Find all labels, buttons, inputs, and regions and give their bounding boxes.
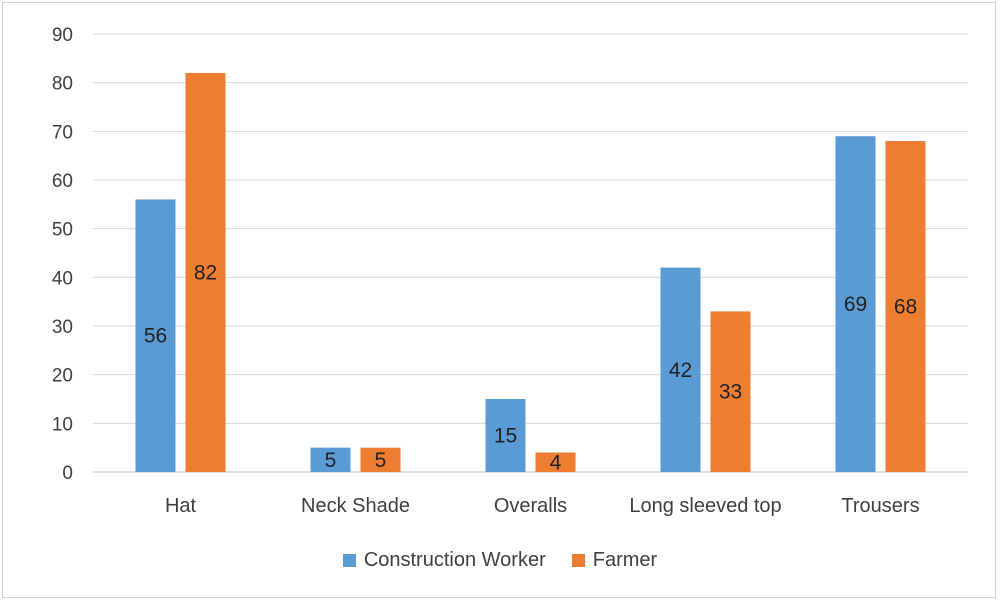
x-tick-label: Hat	[165, 495, 197, 517]
data-label: 15	[494, 425, 517, 448]
data-label: 68	[894, 296, 917, 319]
legend-item-farmer: Farmer	[571, 548, 658, 572]
bar	[185, 72, 226, 472]
x-tick-label: Neck Shade	[301, 495, 410, 517]
bar	[310, 447, 351, 472]
bar	[135, 199, 176, 472]
legend-label-farmer: Farmer	[592, 548, 658, 571]
legend: Construction Worker Farmer	[0, 545, 1000, 575]
y-tick-label: 40	[52, 268, 73, 289]
x-tick-label: Trousers	[841, 495, 919, 517]
data-label: 4	[550, 451, 562, 474]
bar	[660, 267, 701, 472]
y-tick-label: 10	[52, 414, 73, 435]
data-label: 82	[194, 261, 217, 284]
legend-item-construction-worker: Construction Worker	[342, 548, 546, 572]
y-tick-label: 90	[52, 25, 73, 46]
bars: 56 82 5 5 15 4 42 33 69 68	[135, 72, 926, 474]
y-tick-label: 70	[52, 122, 73, 143]
y-tick-label: 30	[52, 317, 73, 338]
y-tick-label: 50	[52, 220, 73, 241]
bar	[885, 141, 926, 473]
bar	[360, 447, 401, 472]
y-tick-label: 0	[62, 463, 73, 484]
data-label: 42	[669, 359, 692, 382]
data-label: 33	[719, 381, 742, 404]
legend-label-construction-worker: Construction Worker	[363, 548, 546, 571]
x-tick-label: Overalls	[494, 495, 567, 517]
y-tick-label: 80	[52, 74, 73, 95]
y-tick-label: 60	[52, 171, 73, 192]
y-tick-label: 20	[52, 366, 73, 387]
bar	[485, 399, 526, 472]
data-label: 69	[844, 293, 867, 316]
x-tick-label: Long sleeved top	[629, 495, 781, 517]
data-label: 56	[144, 325, 167, 348]
bar-chart: 0 10 20 30 40 50 60 70 80 90 56 82 5 5 15 4 42 33 69 68 Ha…	[52, 25, 968, 517]
x-axis-labels: Hat Neck Shade Overalls Long sleeved top Tro…	[165, 495, 920, 517]
bar	[710, 311, 751, 472]
y-axis-ticks: 0 10 20 30 40 50 60 70 80 90	[52, 25, 73, 484]
data-label: 5	[375, 449, 387, 472]
legend-swatch-farmer	[571, 553, 585, 567]
gridlines	[93, 33, 968, 473]
bar	[835, 136, 876, 472]
data-label: 5	[325, 449, 337, 472]
legend-swatch-construction-worker	[342, 553, 356, 567]
bar	[535, 452, 576, 472]
